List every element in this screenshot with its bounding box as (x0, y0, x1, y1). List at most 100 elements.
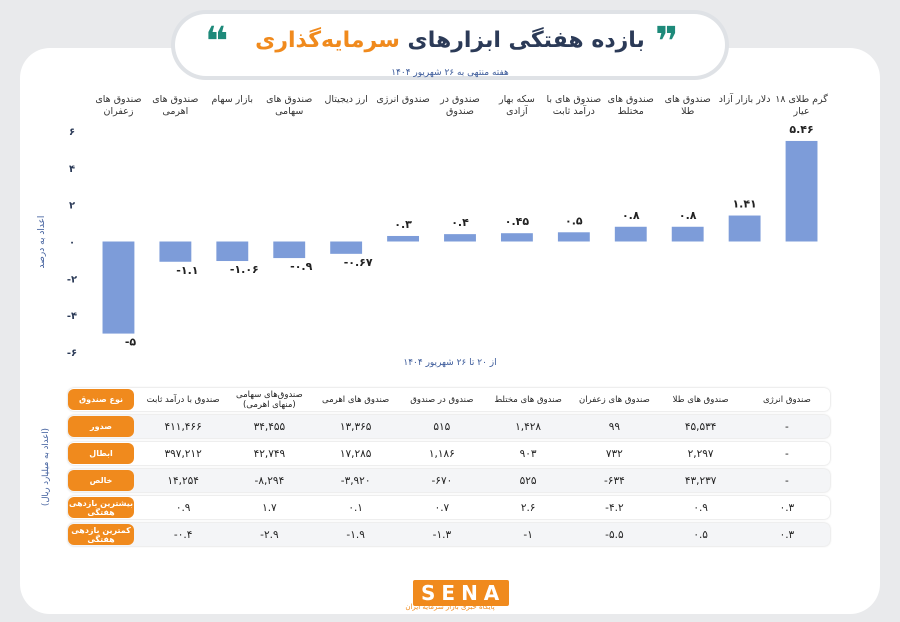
value-label: ۰.۸ (679, 209, 697, 222)
category-label: صندوق در صندوق (440, 94, 480, 117)
table-note: (اعداد به میلیارد ریال) (41, 428, 51, 506)
table-cell: ۰.۵ (693, 528, 708, 541)
table-cell: ۰.۹ (693, 501, 708, 514)
row-bg (68, 388, 830, 411)
row-label: ابطال (68, 443, 134, 464)
category-label: گرم طلای ۱۸ عیار (775, 94, 828, 117)
bar (557, 232, 590, 242)
table-cell: -۲.۹ (260, 528, 279, 541)
table-cell: ۱۳,۳۶۵ (339, 420, 372, 433)
title: بازده هفتگی ابزارهای سرمایه‌گذاری (255, 28, 645, 53)
table-cell: ۵۱۵ (433, 420, 451, 433)
bar (216, 241, 249, 262)
value-label: -۱.۱ (176, 264, 198, 277)
table-cell: - (784, 447, 789, 460)
bar (614, 226, 647, 242)
table-cell: ۴۱۱,۴۶۶ (164, 420, 202, 433)
logo-text: SENA (413, 580, 510, 606)
y-tick-label: ۶ (69, 127, 75, 138)
table-cell: ۰.۷ (434, 501, 450, 514)
table-cell: ۱,۴۲۸ (515, 420, 542, 433)
y-tick-label: ۴ (69, 164, 75, 175)
bar (500, 233, 533, 242)
category-label: صندوق های با درآمد ثابت (546, 94, 602, 117)
x-axis-label: از ۲۰ تا ۲۶ شهریور ۱۴۰۴ (403, 358, 497, 368)
table-cell: ۱۴,۲۵۴ (167, 474, 199, 487)
row-bg (68, 415, 830, 438)
logo-word: SENA (413, 580, 510, 606)
column-header: صندوق های زعفران (578, 394, 650, 405)
logo: SENA (413, 580, 510, 606)
bar (444, 234, 476, 242)
category-label: صندوق های زعفران (95, 94, 142, 117)
bar (671, 226, 704, 242)
table-cell: ۴۵,۵۳۴ (684, 420, 717, 433)
table-cell: ۲.۶ (520, 501, 536, 514)
category-label: سکه بهار آزادی (499, 94, 535, 117)
category-label: صندوق انرژی (376, 94, 430, 105)
y-tick-label: -۴ (67, 311, 77, 322)
y-tick-label: ۲ (69, 201, 75, 212)
y-tick-label: ۰ (69, 238, 75, 249)
y-tick-label: -۲ (67, 274, 77, 285)
value-label: -۱.۰۶ (230, 263, 259, 276)
table-cell: -۳,۹۲۰ (340, 474, 371, 487)
header-label: نوع صندوق (68, 389, 134, 410)
title-main: بازده هفتگی ابزارهای (407, 28, 645, 53)
table-cell: ۱.۷ (262, 501, 277, 514)
value-label: -۰.۹ (290, 260, 312, 273)
bar (159, 241, 192, 262)
table-cell: ۱,۱۸۶ (428, 447, 455, 460)
table-cell: - (784, 474, 789, 487)
table-cell: ۷۳۲ (605, 447, 623, 460)
bar (387, 235, 420, 242)
table-cell: ۵۲۵ (519, 474, 537, 487)
row-bg (68, 442, 830, 465)
tagline: پایگاه خبری بازار سرمایه ایران (405, 603, 495, 611)
value-label: -۵ (125, 336, 137, 349)
row-label: کمترین بازدهی هفتگی (68, 524, 134, 545)
category-label: ارز دیجیتال (324, 94, 368, 105)
category-label: صندوق های اهرمی (152, 94, 199, 117)
table-cell: -۰.۴ (173, 528, 193, 541)
column-header: صندوق‌های سهامی (منهای اهرمی) (236, 389, 303, 410)
table-cell: ۴۲,۷۴۹ (253, 447, 286, 460)
table-cell: ۳۹۷,۲۱۲ (164, 447, 202, 460)
row-label: صدور (68, 416, 134, 437)
y-axis-label: اعداد به درصد (37, 216, 47, 269)
table-cell: ۹۰۳ (519, 447, 537, 460)
title-pill: ❞ ❝ بازده هفتگی ابزارهای سرمایه‌گذاری (175, 14, 725, 76)
title-highlight: سرمایه‌گذاری (255, 28, 400, 53)
bar (273, 241, 306, 259)
bar (728, 215, 761, 242)
table-cell: -۵.۵ (605, 528, 624, 541)
table-cell: ۲,۲۹۷ (687, 447, 714, 460)
row-bg (68, 469, 830, 492)
table-cell: ۳۴,۴۵۵ (253, 420, 286, 433)
table-cell: -۶۳۴ (604, 474, 625, 487)
table-cell: ۰.۱ (348, 501, 363, 514)
row-label: خالص (68, 470, 134, 491)
card (20, 48, 880, 614)
table-cell: -۱.۳ (432, 528, 452, 541)
row-bg (68, 523, 830, 546)
bar (785, 140, 818, 242)
column-header: صندوق با درآمد ثابت (146, 394, 220, 405)
table-cell: ۴۳,۲۳۷ (684, 474, 717, 487)
table-cell: -۶۷۰ (431, 474, 453, 487)
table-cell: -۴.۲ (605, 501, 624, 514)
quote-icon: ❞ (655, 19, 679, 65)
y-tick-label: -۶ (67, 348, 77, 359)
column-header: صندوق های مختلط (494, 394, 562, 405)
column-header: صندوق های طلا (672, 394, 729, 405)
row-bg (68, 496, 830, 519)
logo-letters: SENA (413, 580, 510, 606)
column-header: صندوق در صندوق (410, 394, 474, 405)
table-cell: -۸,۲۹۴ (254, 474, 285, 487)
value-label: ۰.۵ (565, 214, 583, 227)
table-cell: -۱ (523, 528, 533, 541)
category-label: صندوق های طلا (664, 94, 711, 117)
subtitle: هفته منتهی به ۲۶ شهریور ۱۴۰۴ (391, 68, 509, 78)
table-cell: - (784, 420, 789, 433)
